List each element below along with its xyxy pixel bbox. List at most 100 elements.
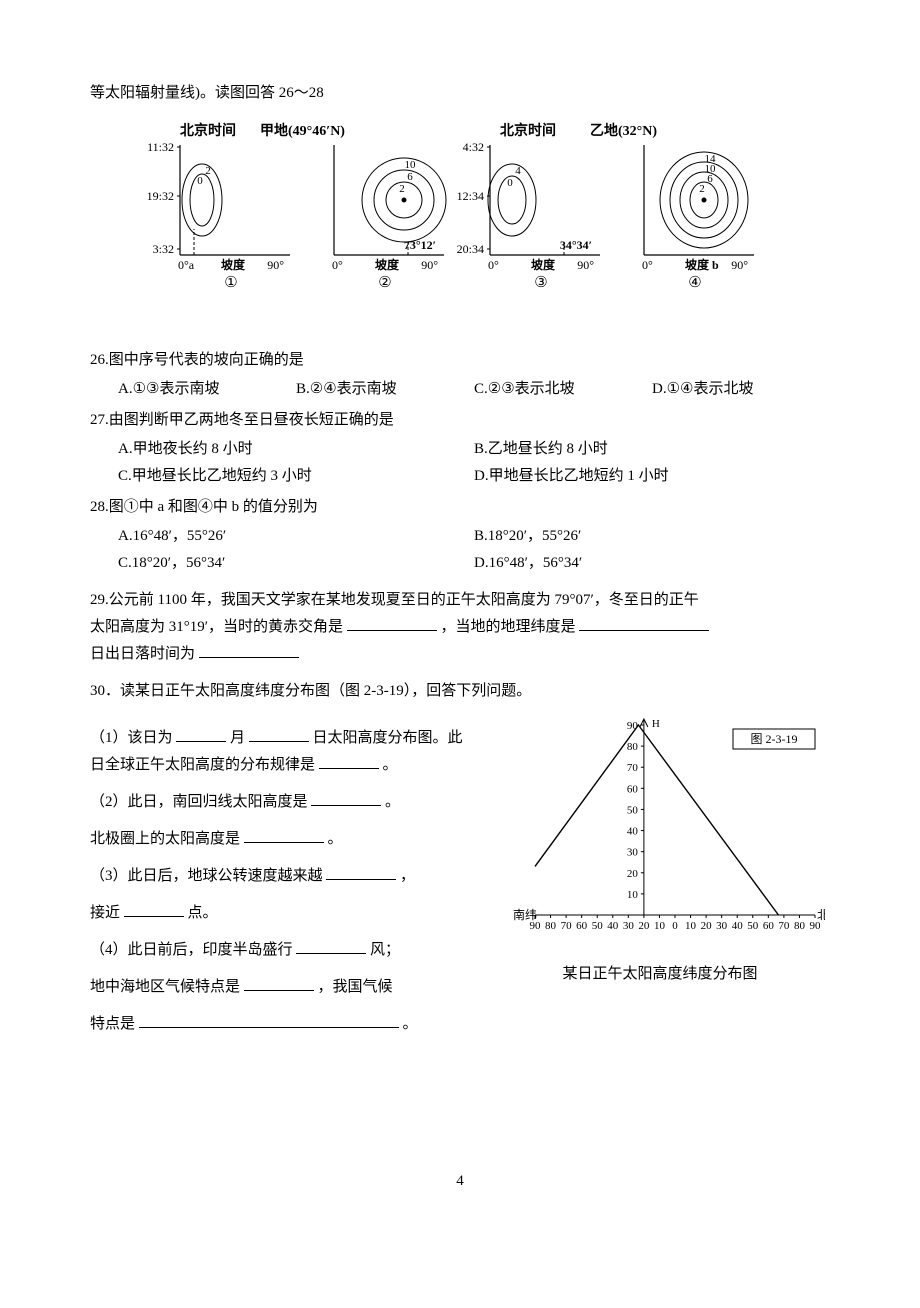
svg-text:H: H xyxy=(652,718,660,730)
svg-text:80: 80 xyxy=(794,920,806,932)
svg-text:0°a: 0°a xyxy=(178,258,195,272)
figure-26-28: 北京时间甲地(49°46′N)北京时间乙地(32°N)11:3219:323:3… xyxy=(90,119,830,329)
svg-text:坡度 b: 坡度 b xyxy=(685,257,719,272)
q30-4c: 地中海地区气候特点是 xyxy=(90,979,240,995)
svg-text:90°: 90° xyxy=(267,258,284,272)
svg-text:④: ④ xyxy=(688,275,701,291)
question-29: 29.公元前 1100 年，我国天文学家在某地发现夏至日的正午太阳高度为 79°… xyxy=(90,587,830,668)
svg-text:30: 30 xyxy=(627,847,639,859)
svg-text:0: 0 xyxy=(507,177,513,189)
q30-4f: 。 xyxy=(403,1016,418,1032)
q26-opt-c: C.②③表示北坡 xyxy=(474,376,652,403)
svg-text:19:32: 19:32 xyxy=(147,189,174,203)
q30-blank-day[interactable] xyxy=(249,726,309,742)
svg-text:90°: 90° xyxy=(421,258,438,272)
q30-4e: 特点是 xyxy=(90,1016,135,1032)
svg-text:甲地(49°46′N): 甲地(49°46′N) xyxy=(260,122,345,139)
q29-line1c: ，当地的地理纬度是 xyxy=(441,619,576,635)
q27-stem: 27.由图判断甲乙两地冬至日昼夜长短正确的是 xyxy=(90,407,830,434)
q27-opt-a: A.甲地夜长约 8 小时 xyxy=(118,436,474,463)
svg-text:0°: 0° xyxy=(642,258,653,272)
svg-text:73°12′: 73°12′ xyxy=(404,238,436,252)
svg-text:0: 0 xyxy=(672,920,678,932)
q29-blank1[interactable] xyxy=(347,615,437,631)
svg-text:11:32: 11:32 xyxy=(147,140,174,154)
q30-3d: 点。 xyxy=(188,905,218,921)
svg-text:90°: 90° xyxy=(731,258,748,272)
q30-4b: 风； xyxy=(370,942,400,958)
q29-blank2[interactable] xyxy=(579,615,709,631)
svg-text:30: 30 xyxy=(716,920,728,932)
q28-stem: 28.图①中 a 和图④中 b 的值分别为 xyxy=(90,494,830,521)
page-number: 4 xyxy=(90,1168,830,1195)
svg-text:50: 50 xyxy=(747,920,759,932)
svg-text:0°: 0° xyxy=(332,258,343,272)
q27-opt-d: D.甲地昼长比乙地短约 1 小时 xyxy=(474,463,830,490)
q30-blank-2b[interactable] xyxy=(244,827,324,843)
q30-chart-caption: 某日正午太阳高度纬度分布图 xyxy=(490,961,830,988)
q30-blank-4b[interactable] xyxy=(244,975,314,991)
svg-text:0°: 0° xyxy=(488,258,499,272)
svg-text:20: 20 xyxy=(627,868,639,880)
q30-2c: 北极圈上的太阳高度是 xyxy=(90,831,240,847)
svg-text:10: 10 xyxy=(685,920,697,932)
q30-2d: 。 xyxy=(328,831,343,847)
svg-text:20: 20 xyxy=(638,920,650,932)
svg-text:14: 14 xyxy=(705,153,717,165)
q27-opt-b: B.乙地昼长约 8 小时 xyxy=(474,436,830,463)
svg-text:2: 2 xyxy=(205,165,211,177)
q28-opt-c: C.18°20′，56°34′ xyxy=(118,550,474,577)
question-30-body: （1）该日为 月 日太阳高度分布图。此日全球正午太阳高度的分布规律是 。 （2）… xyxy=(90,715,830,1048)
svg-text:北京时间: 北京时间 xyxy=(180,122,236,139)
question-27: 27.由图判断甲乙两地冬至日昼夜长短正确的是 A.甲地夜长约 8 小时 B.乙地… xyxy=(90,407,830,490)
q30-blank-3b[interactable] xyxy=(124,901,184,917)
svg-text:2: 2 xyxy=(699,183,705,195)
q29-line2: 日出日落时间为 xyxy=(90,646,195,662)
svg-text:③: ③ xyxy=(534,275,547,291)
svg-text:10: 10 xyxy=(654,920,666,932)
svg-text:20: 20 xyxy=(701,920,713,932)
q30-3a: （3）此日后，地球公转速度越来越 xyxy=(90,868,323,884)
q27-opt-c: C.甲地昼长比乙地短约 3 小时 xyxy=(118,463,474,490)
q30-2a: （2）此日，南回归线太阳高度是 xyxy=(90,794,308,810)
q30-blank-2a[interactable] xyxy=(311,790,381,806)
q30-blank-rule[interactable] xyxy=(319,753,379,769)
svg-text:60: 60 xyxy=(576,920,588,932)
q30-1b: 月 xyxy=(230,730,245,746)
svg-text:40: 40 xyxy=(627,826,639,838)
q30-4d: ，我国气候 xyxy=(318,979,393,995)
svg-text:0: 0 xyxy=(197,175,203,187)
q30-4a: （4）此日前后，印度半岛盛行 xyxy=(90,942,293,958)
q26-stem: 26.图中序号代表的坡向正确的是 xyxy=(90,347,830,374)
q26-opt-a: A.①③表示南坡 xyxy=(118,376,296,403)
svg-text:90°: 90° xyxy=(577,258,594,272)
svg-text:50: 50 xyxy=(592,920,604,932)
svg-text:40: 40 xyxy=(607,920,619,932)
q30-blank-4c[interactable] xyxy=(139,1012,399,1028)
q29-blank3[interactable] xyxy=(199,642,299,658)
svg-text:10: 10 xyxy=(405,159,417,171)
svg-text:4: 4 xyxy=(515,165,521,177)
intro-text: 等太阳辐射量线)。读图回答 26～28 xyxy=(90,80,830,107)
svg-text:50: 50 xyxy=(627,804,639,816)
q30-3c: 接近 xyxy=(90,905,120,921)
q30-1a: （1）该日为 xyxy=(90,730,173,746)
svg-text:80: 80 xyxy=(545,920,557,932)
svg-text:①: ① xyxy=(224,275,237,291)
question-28: 28.图①中 a 和图④中 b 的值分别为 A.16°48′，55°26′ B.… xyxy=(90,494,830,577)
svg-text:34°34′: 34°34′ xyxy=(560,238,592,252)
q30-blank-month[interactable] xyxy=(176,726,226,742)
svg-text:70: 70 xyxy=(561,920,573,932)
svg-text:70: 70 xyxy=(778,920,790,932)
q28-opt-d: D.16°48′，56°34′ xyxy=(474,550,830,577)
svg-text:北京时间: 北京时间 xyxy=(500,122,556,139)
svg-text:2: 2 xyxy=(399,183,405,195)
svg-text:10: 10 xyxy=(627,889,639,901)
svg-text:3:32: 3:32 xyxy=(153,242,174,256)
q30-blank-4a[interactable] xyxy=(296,938,366,954)
svg-text:坡度: 坡度 xyxy=(375,257,400,272)
q30-3b: ， xyxy=(400,868,415,884)
svg-text:6: 6 xyxy=(407,171,413,183)
q30-blank-3a[interactable] xyxy=(326,864,396,880)
q26-opt-d: D.①④表示北坡 xyxy=(652,376,830,403)
